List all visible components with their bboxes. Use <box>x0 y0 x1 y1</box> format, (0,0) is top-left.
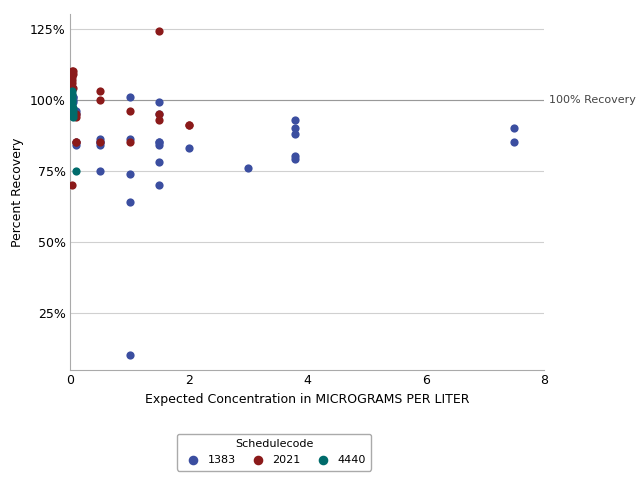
4440 <box>67 87 77 95</box>
1383 <box>154 158 164 166</box>
2021 <box>67 181 77 189</box>
1383 <box>154 138 164 146</box>
X-axis label: Expected Concentration in MICROGRAMS PER LITER: Expected Concentration in MICROGRAMS PER… <box>145 393 470 406</box>
1383 <box>125 135 135 143</box>
2021 <box>71 113 81 120</box>
1383 <box>95 141 105 149</box>
2021 <box>68 70 79 78</box>
4440 <box>67 96 77 104</box>
1383 <box>291 153 301 160</box>
Y-axis label: Percent Recovery: Percent Recovery <box>11 137 24 247</box>
2021 <box>67 79 77 86</box>
4440 <box>67 99 77 107</box>
4440 <box>67 101 77 109</box>
2021 <box>184 121 194 129</box>
2021 <box>125 107 135 115</box>
1383 <box>68 93 79 101</box>
1383 <box>291 130 301 138</box>
1383 <box>71 107 81 115</box>
4440 <box>68 113 79 120</box>
1383 <box>509 124 520 132</box>
1383 <box>125 170 135 178</box>
1383 <box>291 156 301 163</box>
1383 <box>154 138 164 146</box>
1383 <box>509 138 520 146</box>
4440 <box>67 93 77 101</box>
2021 <box>67 76 77 84</box>
4440 <box>68 107 79 115</box>
2021 <box>154 28 164 36</box>
1383 <box>291 124 301 132</box>
2021 <box>71 110 81 118</box>
4440 <box>68 104 79 112</box>
2021 <box>125 138 135 146</box>
1383 <box>184 144 194 152</box>
1383 <box>68 99 79 107</box>
Text: 100% Recovery: 100% Recovery <box>548 95 636 105</box>
Legend: 1383, 2021, 4440: 1383, 2021, 4440 <box>177 434 371 470</box>
1383 <box>71 141 81 149</box>
1383 <box>125 93 135 101</box>
2021 <box>68 67 79 75</box>
2021 <box>154 110 164 118</box>
1383 <box>125 198 135 206</box>
2021 <box>184 121 194 129</box>
4440 <box>68 110 79 118</box>
2021 <box>71 138 81 146</box>
2021 <box>67 73 77 81</box>
1383 <box>95 135 105 143</box>
1383 <box>95 138 105 146</box>
4440 <box>67 90 77 98</box>
1383 <box>95 138 105 146</box>
2021 <box>68 84 79 92</box>
2021 <box>95 138 105 146</box>
2021 <box>67 67 77 75</box>
1383 <box>95 167 105 175</box>
1383 <box>125 351 135 359</box>
1383 <box>71 138 81 146</box>
1383 <box>154 181 164 189</box>
2021 <box>71 138 81 146</box>
1383 <box>71 110 81 118</box>
2021 <box>95 87 105 95</box>
1383 <box>243 164 253 172</box>
1383 <box>154 99 164 107</box>
2021 <box>95 96 105 104</box>
4440 <box>71 167 81 175</box>
1383 <box>154 110 164 118</box>
1383 <box>291 116 301 123</box>
1383 <box>154 141 164 149</box>
1383 <box>68 96 79 104</box>
2021 <box>154 116 164 123</box>
1383 <box>68 93 79 101</box>
